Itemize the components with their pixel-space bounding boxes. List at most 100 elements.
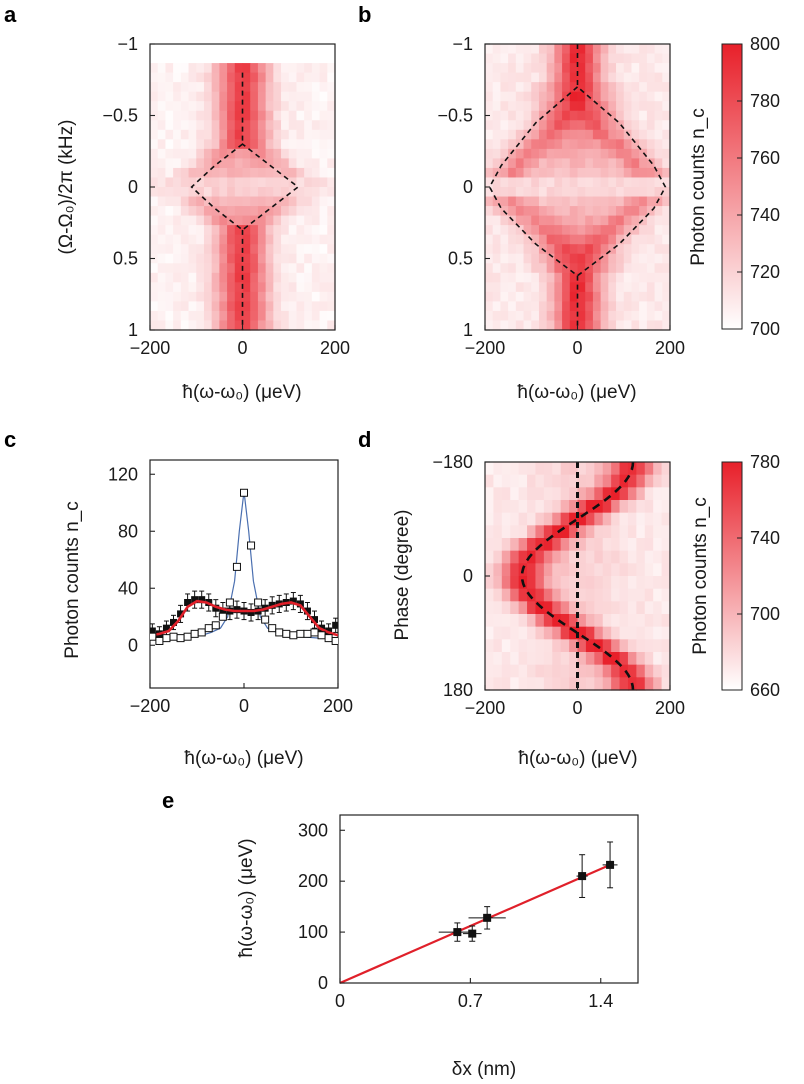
heatmap-cell (227, 196, 236, 207)
heatmap-cell (501, 500, 511, 514)
heatmap-cell (296, 139, 305, 150)
colorbar-tick-label: 780 (750, 91, 780, 111)
heatmap-cell (188, 291, 197, 302)
heatmap-cell (515, 82, 525, 93)
heatmap-cell (296, 91, 305, 102)
heatmap-cell (608, 120, 617, 131)
heatmap-cell (518, 677, 528, 691)
heatmap-cell (501, 664, 511, 678)
heatmap-cell (531, 72, 540, 83)
heatmap-cell (180, 320, 190, 331)
heatmap-cell (653, 614, 663, 628)
filled-square-point (162, 624, 170, 632)
heatmap-cell (600, 301, 609, 312)
heatmap-cell (623, 291, 633, 302)
heatmap-cell (219, 272, 228, 283)
heatmap-cell (535, 626, 545, 640)
heatmap-cell (173, 320, 182, 331)
heatmap-cell (281, 282, 290, 293)
heatmap-cell (616, 101, 625, 112)
heatmap-cell (304, 291, 313, 302)
heatmap-cell (594, 487, 604, 501)
heatmap-cell (627, 588, 637, 602)
heatmap-cell (631, 167, 640, 179)
heatmap-cell (180, 120, 190, 131)
heatmap-cell (188, 206, 197, 217)
heatmap-cell (311, 120, 321, 131)
heatmap-cell (639, 110, 648, 121)
heatmap-cell (501, 525, 511, 539)
heatmap-cell (211, 129, 220, 140)
heatmap-cell (654, 215, 663, 226)
heatmap-cell (500, 91, 509, 102)
heatmap-cell (508, 187, 517, 198)
heatmap-cell (569, 101, 579, 112)
heatmap-cell (654, 263, 663, 274)
heatmap-cell (281, 263, 290, 274)
heatmap-cell (646, 177, 656, 188)
heatmap-cell (562, 139, 571, 150)
heatmap-cell (196, 282, 205, 293)
heatmap-cell (577, 652, 587, 666)
filled-square-point (170, 618, 177, 626)
heatmap-cell (662, 158, 671, 169)
heatmap-cell (165, 206, 174, 217)
heatmap-cell (592, 244, 602, 255)
heatmap-cell (562, 167, 571, 179)
heatmap-cell (150, 301, 159, 312)
heatmap-cell (173, 82, 182, 93)
heatmap-cell (523, 225, 532, 236)
heatmap-cell (281, 320, 290, 331)
heatmap-cell (515, 196, 525, 207)
heatmap-cell (150, 310, 159, 322)
heatmap-cell (493, 512, 503, 526)
heatmap-cell (508, 234, 517, 245)
heatmap-cell (623, 44, 633, 55)
heatmap-cell (546, 282, 555, 293)
heatmap-cell (227, 101, 236, 112)
heatmap-cell (644, 601, 654, 615)
heatmap-cell (281, 167, 290, 179)
heatmap-cell (623, 320, 633, 331)
heatmap-cell (577, 538, 587, 552)
y-tick-label: 40 (118, 578, 138, 598)
heatmap-cell (592, 120, 602, 131)
heatmap-cell (203, 234, 213, 245)
heatmap-cell (165, 263, 174, 274)
heatmap-cell (211, 139, 220, 150)
heatmap-cell (535, 462, 545, 476)
heatmap-cell (623, 53, 633, 64)
heatmap-cell (296, 63, 305, 74)
heatmap-cell (250, 282, 259, 293)
heatmap-cell (518, 538, 528, 552)
heatmap-cell (203, 158, 213, 169)
heatmap-cell (203, 120, 213, 131)
heatmap-cell (554, 215, 563, 226)
heatmap-cell (150, 196, 159, 207)
heatmap-cell (636, 500, 646, 514)
heatmap-cell (531, 120, 540, 131)
heatmap-cell (623, 225, 633, 236)
heatmap-cell (311, 158, 321, 169)
heatmap-cell (493, 550, 503, 564)
heatmap-cell (552, 462, 562, 476)
heatmap-cell (234, 291, 244, 302)
heatmap-cell (257, 320, 267, 331)
heatmap-cell (608, 72, 617, 83)
heatmap-cell (242, 120, 251, 131)
heatmap-cell (501, 538, 511, 552)
heatmap-cell (188, 272, 197, 283)
heatmap-cell (523, 206, 532, 217)
heatmap-cell (577, 91, 586, 102)
heatmap-cell (157, 320, 167, 331)
heatmap-cell (257, 177, 267, 188)
heatmap-cell (203, 253, 213, 264)
heatmap-cell (196, 320, 205, 331)
heatmap-cell (250, 320, 259, 331)
heatmap-cell (636, 614, 646, 628)
heatmap-cell (623, 91, 633, 102)
heatmap-cell (569, 206, 579, 217)
heatmap-cell (165, 272, 174, 283)
heatmap-cell (500, 82, 509, 93)
